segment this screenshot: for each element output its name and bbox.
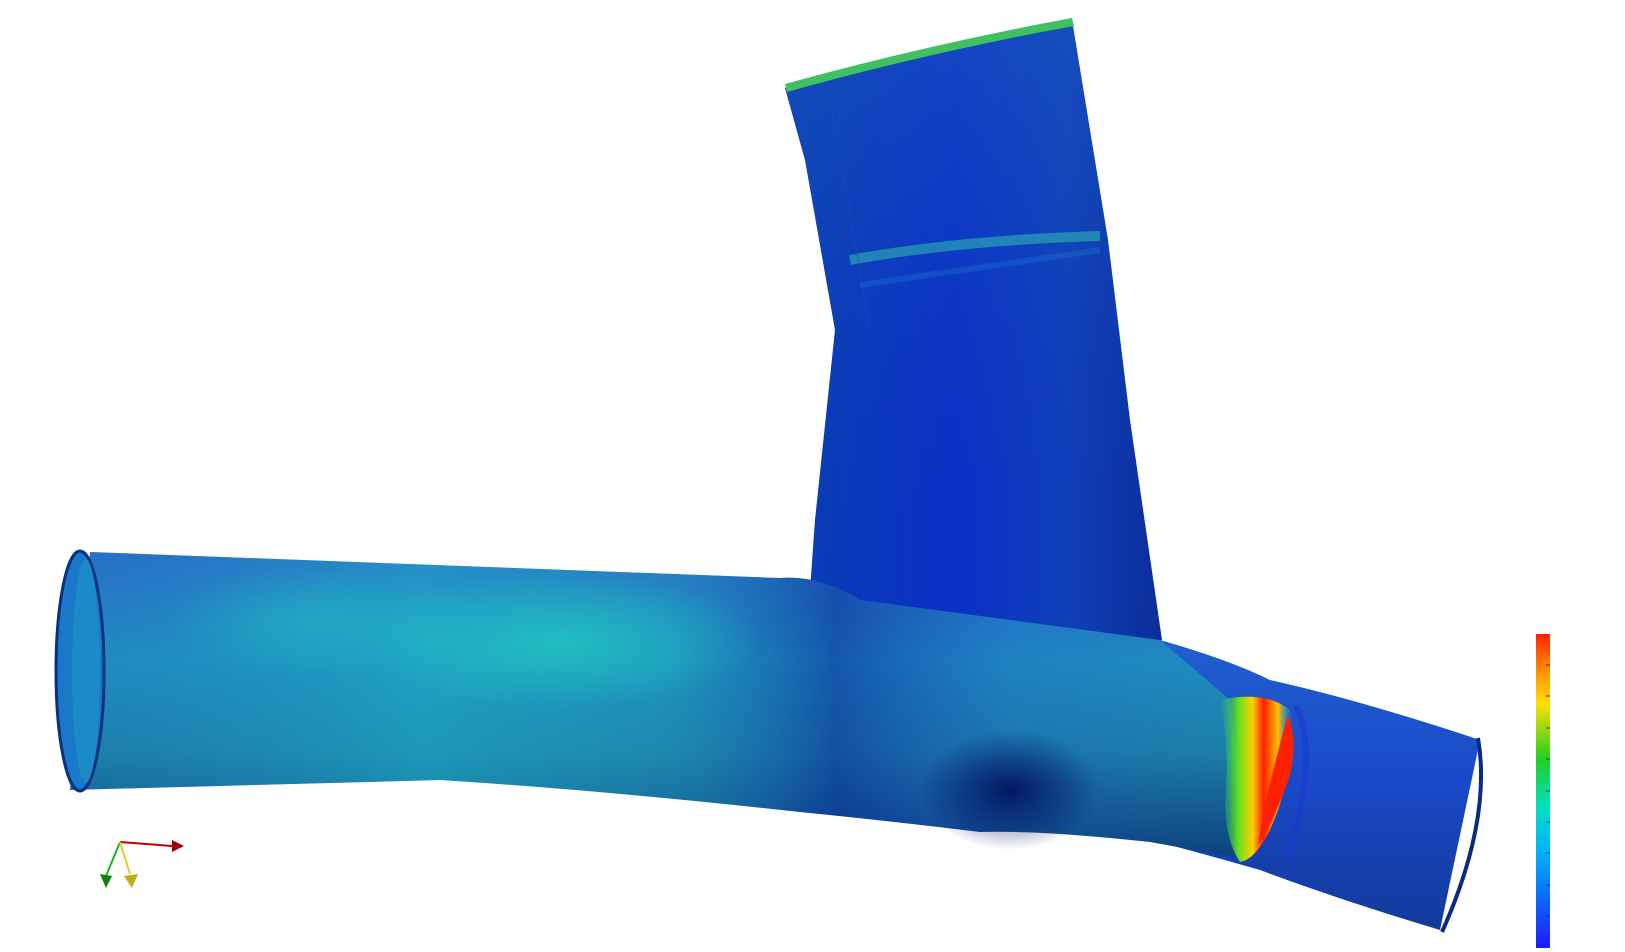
colorbar xyxy=(1536,634,1550,948)
vessel-main-tube xyxy=(54,549,1250,860)
colorbar-ticks xyxy=(1546,664,1550,917)
branch-rim xyxy=(785,18,1074,92)
vessel-branch-upper xyxy=(785,18,1162,660)
xyz-axes-icon xyxy=(100,840,184,888)
stress-hotspot xyxy=(1220,696,1309,862)
